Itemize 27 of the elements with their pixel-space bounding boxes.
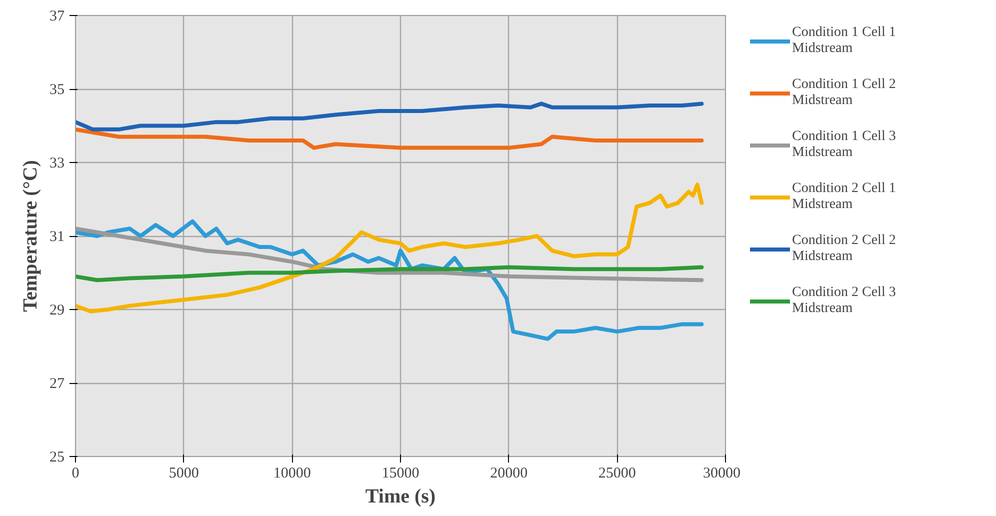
legend-label: Condition 2 Cell 3 Midstream (792, 285, 896, 317)
line-series (76, 102, 704, 132)
x-tick-label: 25000 (598, 466, 636, 482)
line-series (76, 219, 704, 341)
y-tick-label: 25 (50, 450, 64, 466)
x-tick-label: 20000 (490, 466, 528, 482)
x-tick-label: 10000 (273, 466, 311, 482)
y-tick-label: 31 (50, 229, 64, 245)
y-tick-label: 33 (50, 156, 64, 172)
line-series (76, 127, 704, 150)
y-axis-title: Temperature (°C) (20, 160, 42, 312)
y-tick-label: 35 (50, 82, 64, 98)
legend-label: Condition 2 Cell 1 Midstream (792, 181, 896, 213)
legend-label: Condition 1 Cell 3 Midstream (792, 129, 896, 161)
legend-label: Condition 1 Cell 1 Midstream (792, 25, 896, 57)
x-tick-label: 0 (72, 466, 80, 482)
line-series (76, 182, 704, 314)
x-tick-label: 15000 (382, 466, 420, 482)
line-series (76, 265, 704, 282)
y-tick-label: 29 (50, 302, 64, 318)
x-tick-label: 5000 (168, 466, 199, 482)
y-tick-label: 27 (50, 376, 65, 392)
x-tick-label: 30000 (703, 466, 740, 482)
legend-label: Condition 2 Cell 2 Midstream (792, 233, 896, 265)
x-axis-title: Time (s) (365, 486, 436, 508)
y-tick-label: 37 (50, 8, 65, 24)
legend-label: Condition 1 Cell 2 Midstream (792, 77, 896, 109)
